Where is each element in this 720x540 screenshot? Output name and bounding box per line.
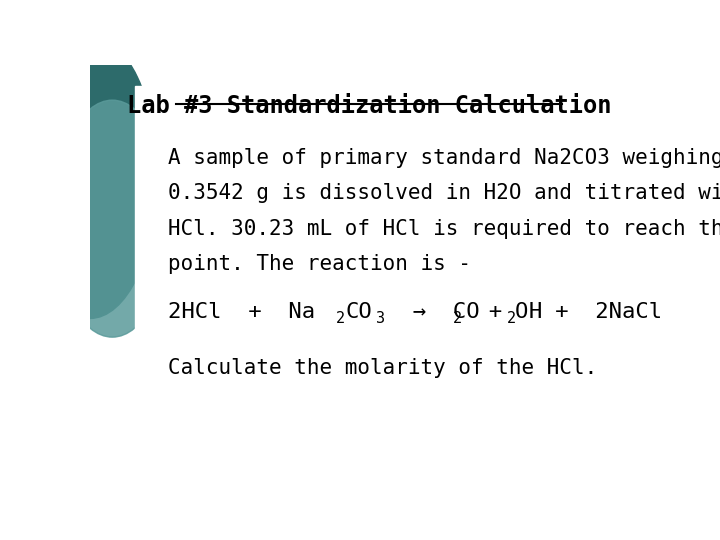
Text: 3: 3 xyxy=(377,311,385,326)
Text: CO: CO xyxy=(346,302,372,322)
Text: 2: 2 xyxy=(453,311,462,326)
Text: point. The reaction is -: point. The reaction is - xyxy=(168,254,471,274)
Text: +  H: + H xyxy=(462,302,542,322)
Bar xyxy=(135,85,246,356)
Ellipse shape xyxy=(54,100,171,337)
Text: A sample of primary standard Na2CO3 weighing: A sample of primary standard Na2CO3 weig… xyxy=(168,148,720,168)
Text: HCl. 30.23 mL of HCl is required to reach the end: HCl. 30.23 mL of HCl is required to reac… xyxy=(168,219,720,239)
Text: Calculate the molarity of the HCl.: Calculate the molarity of the HCl. xyxy=(168,358,598,378)
Text: O  +  2NaCl: O + 2NaCl xyxy=(516,302,662,322)
Text: 2HCl  +  Na: 2HCl + Na xyxy=(168,302,315,322)
Text: →  CO: → CO xyxy=(386,302,480,322)
Text: 0.3542 g is dissolved in H2O and titrated with: 0.3542 g is dissolved in H2O and titrate… xyxy=(168,183,720,203)
Text: Lab #3 Standardization Calculation: Lab #3 Standardization Calculation xyxy=(127,94,611,118)
Text: 2: 2 xyxy=(507,311,516,326)
Text: 2: 2 xyxy=(336,311,345,326)
Ellipse shape xyxy=(23,36,157,319)
